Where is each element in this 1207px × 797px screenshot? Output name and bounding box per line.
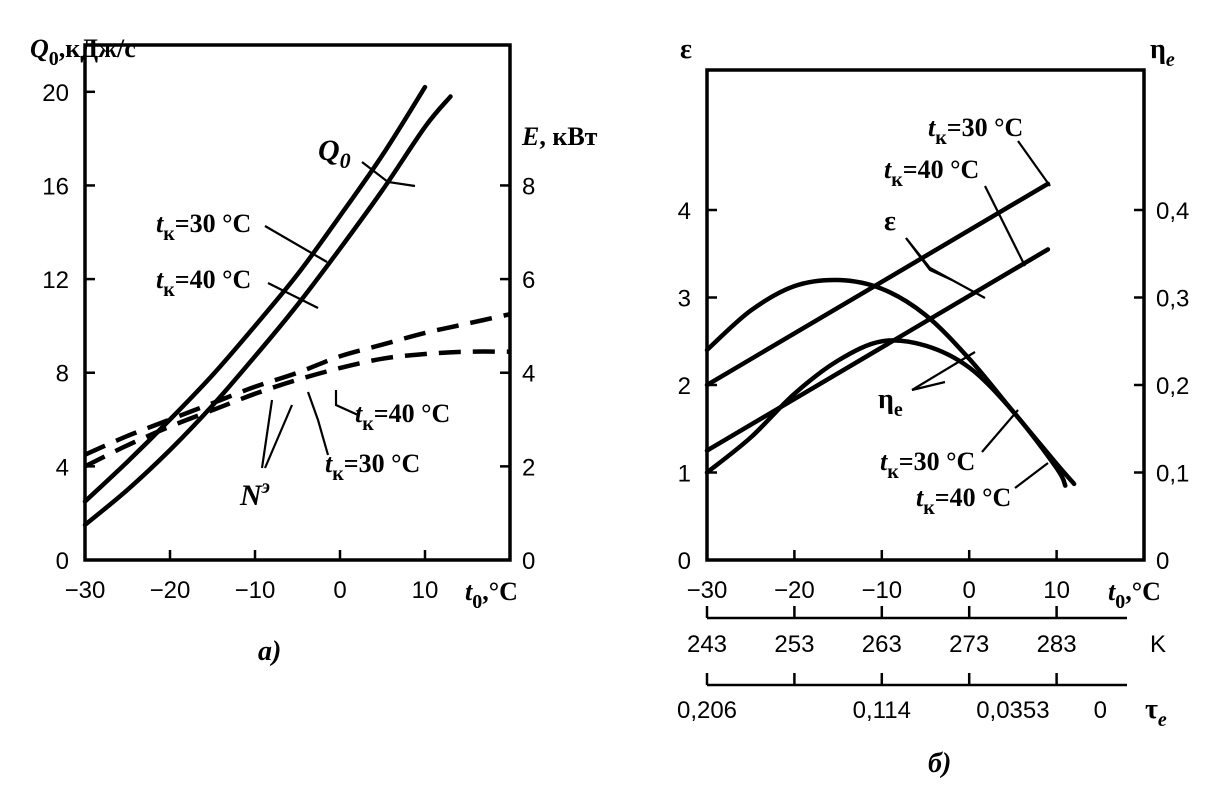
y-left-tick-label: 16: [42, 173, 69, 200]
x-tick-label: −10: [861, 577, 902, 604]
eta40-leader: [1014, 462, 1049, 489]
x-tick-label: −30: [687, 577, 728, 604]
panel-a-xlabel: t0,°C: [465, 577, 518, 613]
eps-leader-1: [905, 237, 986, 299]
panel-a-annotations: Q0 tк=30 °C tк=40 °C tк=40 °C tк=30 °C N…: [156, 134, 450, 512]
a-series-0-line: [82, 84, 428, 504]
y-left-tick-label: 3: [678, 286, 691, 313]
y-left-tick-label: 0: [56, 548, 69, 575]
panel-a-frame: [83, 43, 512, 562]
eta-label: ηe: [878, 384, 903, 421]
panel-b-ylabel-right: ηe: [1150, 34, 1175, 71]
x-tick-label: 10: [1043, 577, 1070, 604]
panel-a-ylabel-left: Q0,кДж/с: [30, 34, 136, 70]
eps-tk30-label: tк=30 °C: [928, 113, 1023, 149]
a-series-1-line: [82, 94, 453, 528]
panel-b-annotations: tк=30 °C tк=40 °C ε ηe tк=30 °C tк=40 °C: [878, 113, 1051, 519]
y-right-tick-label: 0,3: [1156, 286, 1189, 313]
eta30-leader: [981, 409, 1019, 453]
ne30-leader: [306, 391, 330, 456]
y-right-tick-label: 8: [522, 173, 535, 200]
tk30-label-a: tк=30 °C: [156, 209, 251, 245]
y-left-tick-label: 12: [42, 267, 69, 294]
y-right-tick-label: 4: [522, 361, 535, 388]
ne-leader-2: [263, 404, 294, 469]
eps30-leader: [1017, 140, 1051, 187]
tau-tick-label: 0,206: [677, 697, 737, 724]
tau-tick-label: 0,114: [853, 697, 911, 724]
tk40-label-a: tк=40 °C: [156, 265, 251, 301]
y-left-tick-label: 2: [678, 373, 691, 400]
ne-tk40-label: tк=40 °C: [355, 399, 450, 435]
y-right-tick-label: 0: [522, 548, 535, 575]
k-axis-label: K: [1150, 631, 1166, 658]
y-right-tick-label: 0,1: [1156, 461, 1189, 488]
eta-tk40-label: tк=40 °C: [916, 483, 1011, 519]
tau-tick-label: 0: [1094, 697, 1107, 724]
panel-b-caption: б): [928, 748, 951, 779]
y-right-tick-label: 2: [522, 454, 535, 481]
panel-a-ylabel-right: E, кВт: [521, 122, 598, 151]
y-left-tick-label: 8: [56, 361, 69, 388]
y-left-tick-label: 4: [56, 454, 69, 481]
b-series-1-line: [704, 247, 1051, 453]
q0-leader: [361, 161, 416, 188]
q0-label: Q0: [318, 134, 351, 173]
panel-b: −30 −20 −10 0 10 0 1 2 3 4 0 0,1 0,2 0,3 0,4 243 253 2…: [677, 34, 1189, 779]
x-tick-label: −20: [774, 577, 815, 604]
k-tick-label: 243: [687, 631, 727, 658]
ne40-leader: [334, 390, 359, 417]
b-series-0-line: [704, 181, 1051, 388]
panel-b-ylabel-left: ε: [680, 34, 692, 65]
tau-tick-label: 0,0353: [976, 697, 1049, 724]
y-right-tick-label: 0: [1156, 548, 1169, 575]
k-tick-label: 263: [862, 631, 902, 658]
a-series-3-line: [84, 349, 511, 469]
tk40-leader-a: [267, 282, 319, 309]
k-tick-label: 253: [774, 631, 814, 658]
y-left-tick-label: 1: [678, 461, 691, 488]
y-left-tick-label: 4: [678, 198, 691, 225]
panel-a: −30 −20 −10 0 10 0 4 8 12 16 20 0 2 4 6 8 Q0 tк=30 °C…: [30, 34, 598, 667]
y-right-tick-label: 0,4: [1156, 198, 1189, 225]
y-left-tick-label: 0: [678, 548, 691, 575]
panel-b-xlabel: t0,°C: [1108, 577, 1161, 613]
panel-a-caption: a): [258, 636, 281, 667]
x-tick-label: −10: [235, 577, 276, 604]
x-tick-label: 0: [333, 577, 346, 604]
k-tick-label: 273: [949, 631, 989, 658]
b-series-2-line: [704, 277, 1077, 487]
y-left-tick-label: 20: [42, 80, 69, 107]
tau-axis-label: τe: [1145, 694, 1167, 731]
x-tick-label: 0: [963, 577, 976, 604]
ne-tk30-label: tк=30 °C: [325, 449, 420, 485]
eps40-leader: [984, 185, 1026, 267]
ne-label: Nэ: [239, 476, 270, 512]
panel-b-frame: [705, 68, 1146, 562]
k-tick-label: 283: [1037, 631, 1077, 658]
eps-label: ε: [884, 206, 896, 237]
eps-tk40-label: tк=40 °C: [884, 155, 979, 191]
x-tick-label: −20: [150, 577, 191, 604]
eta-leader-2: [911, 380, 946, 392]
y-right-tick-label: 0,2: [1156, 373, 1189, 400]
b-series-3-line: [704, 338, 1068, 488]
y-right-tick-label: 6: [522, 267, 535, 294]
x-tick-label: 10: [412, 577, 439, 604]
eps-leader-2: [905, 237, 953, 282]
eta-leader-1: [911, 351, 976, 391]
a-series-2-line: [84, 312, 511, 457]
eta-tk30-label: tк=30 °C: [880, 447, 975, 483]
tk30-leader-a: [264, 225, 328, 263]
ne-leader-1: [260, 399, 274, 469]
x-tick-label: −30: [65, 577, 106, 604]
